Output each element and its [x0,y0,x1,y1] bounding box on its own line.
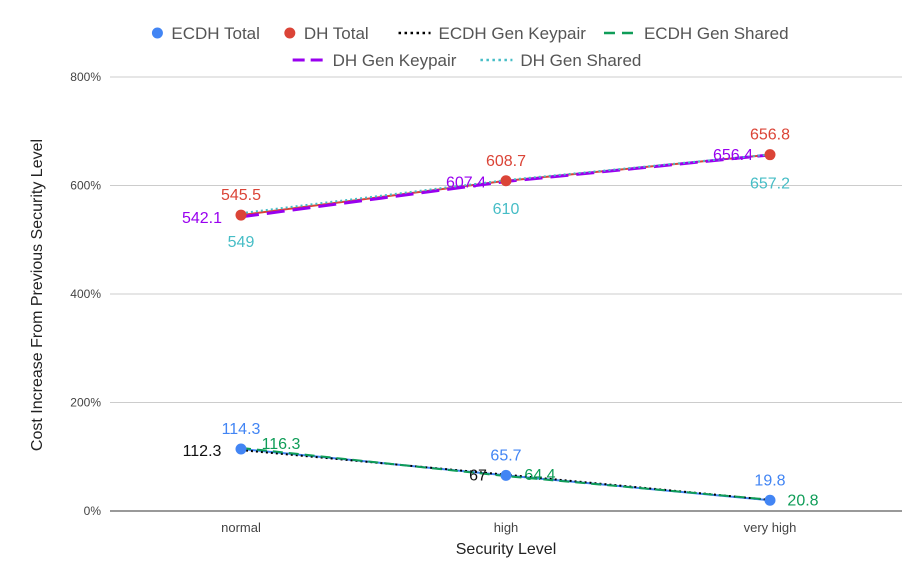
legend-label: ECDH Gen Keypair [439,24,587,43]
legend-marker [284,27,296,39]
data-label-ecdh-total: 19.8 [754,472,785,489]
data-labels: 114.3 65.7 19.8 545.5 608.7 656.8 112.3 67 116.3… [182,127,819,510]
data-point-dh-total [235,209,247,221]
legend-item-dh-gen-shared[interactable]: DH Gen Shared [480,51,641,70]
y-tick-label: 400% [70,287,101,301]
y-tick-label: 800% [70,70,101,84]
legend-label: DH Total [304,24,369,43]
legend-label: ECDH Total [171,24,259,43]
legend-item-dh-gen-keypair[interactable]: DH Gen Keypair [292,51,457,70]
data-label-ecdh-gen-shared: 64.4 [524,467,555,484]
legend-item-ecdh-gen-shared[interactable]: ECDH Gen Shared [603,24,789,43]
legend-item-ecdh-total[interactable]: ECDH Total [151,24,260,43]
legend-label: DH Gen Shared [520,51,641,70]
data-label-dh-gen-keypair: 607.4 [446,174,486,191]
y-tick-label: 600% [70,179,101,193]
data-point-ecdh-total [764,494,776,506]
legend-item-dh-total[interactable]: DH Total [284,24,369,43]
data-label-ecdh-gen-keypair: 112.3 [183,443,222,460]
data-label-dh-total: 656.8 [750,127,790,144]
data-label-ecdh-total: 65.7 [490,447,521,464]
data-label-ecdh-gen-shared: 116.3 [262,436,301,453]
x-axis-title: Security Level [456,541,557,558]
data-point-ecdh-total [500,469,512,481]
data-point-dh-total [764,149,776,161]
data-label-dh-total: 545.5 [221,187,261,204]
data-label-ecdh-gen-keypair: 67 [469,468,487,485]
data-label-dh-gen-shared: 610 [493,201,520,218]
y-tick-label: 0% [84,504,102,518]
grid-lines [110,76,902,512]
x-axis-ticks: normal high very high [221,520,796,535]
legend-marker [151,27,163,39]
x-tick-label: very high [744,520,797,535]
y-axis-title: Cost Increase From Previous Security Lev… [29,139,46,451]
data-point-dh-total [500,175,512,187]
data-label-ecdh-gen-shared: 20.8 [787,493,818,510]
y-tick-label: 200% [70,396,101,410]
x-tick-label: normal [221,520,261,535]
legend-label: ECDH Gen Shared [644,24,789,43]
y-axis-ticks: 0% 200% 400% 600% 800% [70,70,101,518]
data-label-dh-total: 608.7 [486,153,526,170]
series-line-ecdh-gen-shared [240,446,771,501]
x-tick-label: high [494,520,519,535]
data-label-ecdh-total: 114.3 [222,421,261,438]
series-points [235,149,776,506]
data-point-ecdh-total [235,443,247,455]
data-label-dh-gen-shared: 549 [228,234,255,251]
legend-item-ecdh-gen-keypair[interactable]: ECDH Gen Keypair [398,24,587,43]
data-label-dh-gen-keypair: 542.1 [182,210,222,227]
legend-label: DH Gen Keypair [333,51,457,70]
data-label-dh-gen-keypair: 656.4 [713,147,753,164]
legend[interactable]: ECDH Total DH Total ECDH Gen Keypair ECDH G… [151,24,789,70]
data-label-dh-gen-shared: 657.2 [750,175,790,192]
